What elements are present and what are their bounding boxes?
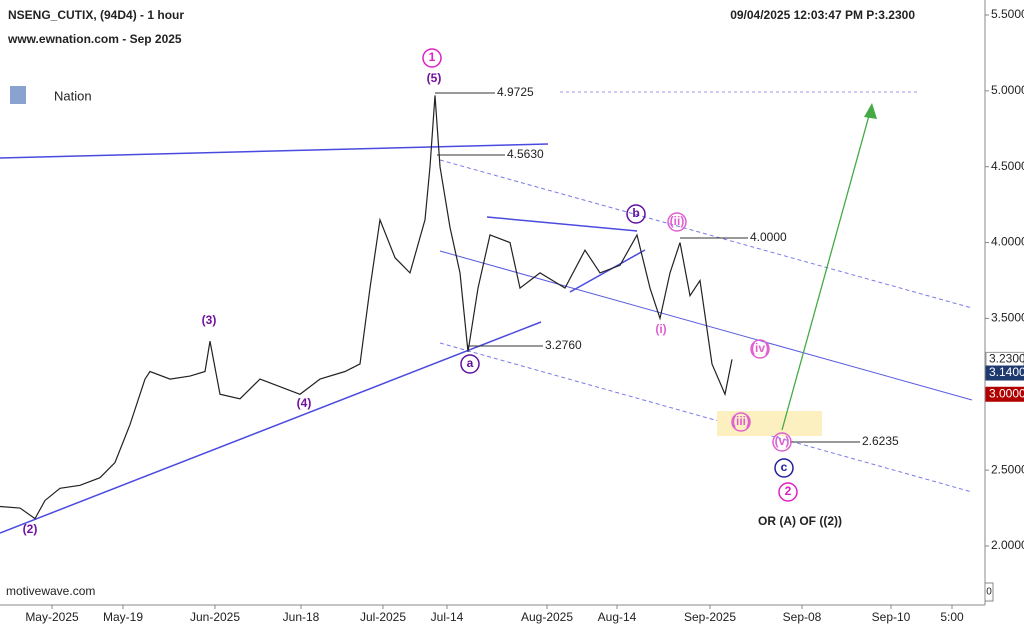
trendline	[0, 321, 542, 534]
corner-box	[984, 582, 994, 602]
price-tag	[985, 386, 1024, 402]
x-tick-label: 5:00	[940, 610, 964, 624]
level-label: 4.9725	[497, 85, 534, 99]
y-tick-label: 2.0000	[991, 538, 1024, 552]
y-tick-label: 3.5000	[991, 311, 1024, 325]
wave-label: (5)	[427, 71, 442, 85]
triangle-line	[486, 216, 638, 232]
x-tick-label: May-2025	[25, 610, 79, 624]
wave-label: a	[467, 356, 474, 370]
watermark: motivewave.com	[6, 584, 95, 598]
triangle-line	[569, 249, 646, 293]
note: OR (A) OF ((2))	[758, 514, 842, 528]
price-tag	[985, 365, 1024, 381]
projection-arrow	[781, 111, 871, 431]
x-tick-label: Aug-2025	[521, 610, 573, 624]
wave-label: (iv)	[751, 341, 769, 355]
trendline	[0, 143, 549, 159]
x-tick-label: Jul-2025	[360, 610, 406, 624]
channel-upper	[439, 159, 973, 309]
header-right: 09/04/2025 12:03:47 PM P:3.2300	[730, 8, 915, 22]
wave-label: b	[632, 206, 639, 220]
wave-circle	[778, 482, 798, 502]
y-tick-label: 5.5000	[991, 7, 1024, 21]
channel-lower	[439, 342, 973, 493]
wave-circle	[667, 212, 687, 232]
wave-circle	[731, 412, 751, 432]
wave-label: (ii)	[670, 214, 685, 228]
wave-label: (2)	[23, 522, 38, 536]
wave-label: 2	[785, 484, 792, 498]
corner: 0	[986, 587, 992, 598]
wave-label: (i)	[655, 322, 666, 336]
level-label: 4.0000	[750, 230, 787, 244]
wave-circle	[422, 48, 442, 68]
x-tick-label: Sep-2025	[684, 610, 736, 624]
arrow-head	[864, 103, 877, 119]
wave-circle	[772, 432, 792, 452]
x-tick-label: Sep-10	[872, 610, 911, 624]
y-tick-label: 4.5000	[991, 159, 1024, 173]
x-tick-label: Jun-18	[283, 610, 320, 624]
y-tick-label: 5.0000	[991, 83, 1024, 97]
price-tag-label: 3.0000	[989, 386, 1024, 400]
wave-circle	[750, 339, 770, 359]
logo-icon	[10, 86, 26, 104]
x-tick-label: Jul-14	[431, 610, 464, 624]
wave-circle	[460, 354, 480, 374]
subtitle: www.ewnation.com - Sep 2025	[7, 32, 182, 46]
y-tick-label: 4.0000	[991, 235, 1024, 249]
x-tick-label: Jun-2025	[190, 610, 240, 624]
x-tick-label: May-19	[103, 610, 143, 624]
wave-label: (iii)	[732, 414, 750, 428]
x-tick-label: Aug-14	[598, 610, 637, 624]
price-tag-label: 3.2300	[989, 352, 1024, 366]
wave-label: 1	[429, 50, 436, 64]
wave-circle	[626, 204, 646, 224]
chart-title: NSENG_CUTIX, (94D4) - 1 hour	[8, 8, 184, 22]
wave-label: (4)	[297, 396, 312, 410]
wave-label: (v)	[775, 434, 790, 448]
level-label: 4.5630	[507, 147, 544, 161]
wave-circle	[774, 458, 794, 478]
price-tag-label: 3.1400	[989, 365, 1024, 379]
wave-label: c	[781, 460, 788, 474]
x-tick-label: Sep-08	[783, 610, 822, 624]
level-label: 2.6235	[862, 434, 899, 448]
level-label: 3.2760	[545, 338, 582, 352]
wave-label: (3)	[202, 313, 217, 327]
y-tick-label: 2.5000	[991, 462, 1024, 476]
price-line	[0, 95, 733, 520]
logo: Nation	[54, 88, 92, 103]
